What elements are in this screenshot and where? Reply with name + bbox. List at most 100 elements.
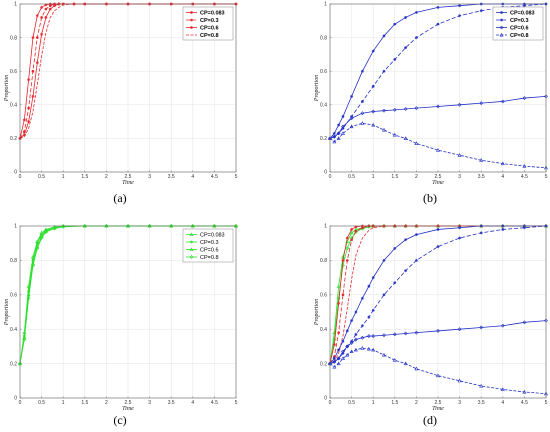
data-point bbox=[392, 358, 397, 362]
x-tick-label: 3 bbox=[148, 174, 151, 180]
data-point bbox=[345, 246, 350, 251]
x-axis-label: Time bbox=[432, 406, 444, 412]
data-point bbox=[392, 132, 397, 137]
legend-marker bbox=[499, 32, 504, 37]
y-tick-label: 0.8 bbox=[320, 258, 327, 264]
data-point bbox=[48, 7, 52, 11]
x-tick-label: 4.5 bbox=[211, 400, 218, 406]
data-point bbox=[147, 224, 152, 228]
data-point bbox=[382, 69, 386, 73]
data-point bbox=[393, 281, 397, 285]
data-point bbox=[345, 352, 350, 357]
legend-label: CP=0.6 bbox=[200, 248, 219, 254]
data-point bbox=[371, 308, 375, 312]
data-point bbox=[360, 111, 365, 116]
data-point bbox=[345, 329, 349, 333]
data-point bbox=[500, 161, 505, 166]
data-point bbox=[414, 366, 419, 371]
data-point bbox=[382, 108, 386, 113]
legend-label: CP=0.3 bbox=[200, 18, 219, 24]
x-tick-label: 2.5 bbox=[435, 400, 442, 406]
x-tick-label: 0 bbox=[329, 174, 332, 180]
data-point bbox=[43, 230, 48, 234]
data-point bbox=[360, 324, 364, 328]
data-point bbox=[349, 341, 354, 345]
data-point bbox=[371, 276, 375, 280]
x-tick-label: 4 bbox=[501, 174, 504, 180]
legend-label: CP=0.083 bbox=[200, 11, 225, 17]
x-tick-label: 5 bbox=[235, 174, 238, 180]
data-point bbox=[479, 9, 483, 13]
data-point bbox=[414, 258, 418, 262]
data-point bbox=[414, 233, 418, 237]
data-point bbox=[404, 46, 408, 50]
caption-c: (c) bbox=[113, 413, 127, 427]
data-point bbox=[522, 164, 527, 168]
data-point bbox=[381, 127, 387, 132]
data-point bbox=[35, 241, 39, 245]
data-point bbox=[345, 259, 349, 262]
data-point bbox=[126, 224, 130, 228]
data-point bbox=[53, 4, 57, 8]
data-point bbox=[61, 224, 66, 229]
data-point bbox=[500, 323, 505, 328]
data-point bbox=[479, 325, 484, 330]
y-axis-label: Proportion bbox=[314, 299, 320, 326]
data-point bbox=[27, 120, 31, 124]
chart-panel-d: 0 0.5 1 1.5 2 2.5 3 3.5 4 4.5 5 0 0.2 0.4 0.6 0.8 1 Time P… bbox=[314, 224, 549, 412]
data-point bbox=[361, 226, 364, 230]
data-point bbox=[345, 236, 349, 240]
x-tick-label: 2 bbox=[415, 400, 418, 406]
x-tick-label: 5 bbox=[545, 174, 548, 180]
x-tick-label: 3.5 bbox=[168, 174, 175, 180]
y-tick-label: 0.6 bbox=[10, 293, 17, 299]
y-axis-label: Proportion bbox=[4, 299, 10, 326]
data-point bbox=[31, 258, 35, 262]
legend-marker bbox=[190, 240, 193, 244]
legend-marker bbox=[189, 247, 194, 251]
y-tick-label: 0.6 bbox=[320, 69, 327, 75]
x-axis-label: Time bbox=[122, 180, 134, 186]
data-point bbox=[360, 121, 365, 125]
y-tick-label: 0.4 bbox=[320, 103, 327, 109]
data-point bbox=[337, 301, 341, 305]
data-point bbox=[404, 15, 408, 19]
data-point bbox=[522, 320, 527, 325]
data-point bbox=[44, 7, 48, 11]
y-tick-label: 0.4 bbox=[320, 327, 327, 333]
x-tick-label: 3 bbox=[148, 400, 151, 406]
series-9 bbox=[327, 346, 549, 396]
legend-marker bbox=[190, 18, 193, 22]
x-tick-label: 4 bbox=[191, 174, 194, 180]
x-tick-label: 4.5 bbox=[521, 400, 528, 406]
legend-marker bbox=[189, 255, 194, 259]
data-point bbox=[393, 246, 397, 250]
data-point bbox=[22, 337, 27, 342]
x-tick-label: 0.5 bbox=[38, 174, 45, 180]
data-point bbox=[522, 96, 527, 101]
data-point bbox=[371, 109, 376, 114]
y-tick-label: 0.2 bbox=[320, 361, 327, 367]
data-point bbox=[44, 3, 48, 7]
data-point bbox=[458, 14, 462, 18]
data-point bbox=[403, 107, 408, 111]
legend-label: CP=0.083 bbox=[510, 11, 535, 17]
x-tick-label: 1 bbox=[372, 400, 375, 406]
legend-marker bbox=[500, 11, 503, 14]
x-tick-label: 4 bbox=[501, 400, 504, 406]
data-point bbox=[354, 332, 358, 336]
x-tick-label: 0.5 bbox=[348, 400, 355, 406]
data-point bbox=[31, 94, 35, 98]
legend-label: CP=0.3 bbox=[510, 18, 529, 24]
y-tick-label: 0.2 bbox=[10, 136, 17, 142]
x-axis-label: Time bbox=[122, 406, 134, 412]
data-point bbox=[340, 356, 345, 360]
data-point bbox=[414, 10, 418, 14]
data-point bbox=[436, 5, 440, 9]
data-point bbox=[332, 343, 336, 347]
y-tick-label: 0.8 bbox=[10, 35, 17, 41]
caption-a: (a) bbox=[113, 191, 127, 205]
